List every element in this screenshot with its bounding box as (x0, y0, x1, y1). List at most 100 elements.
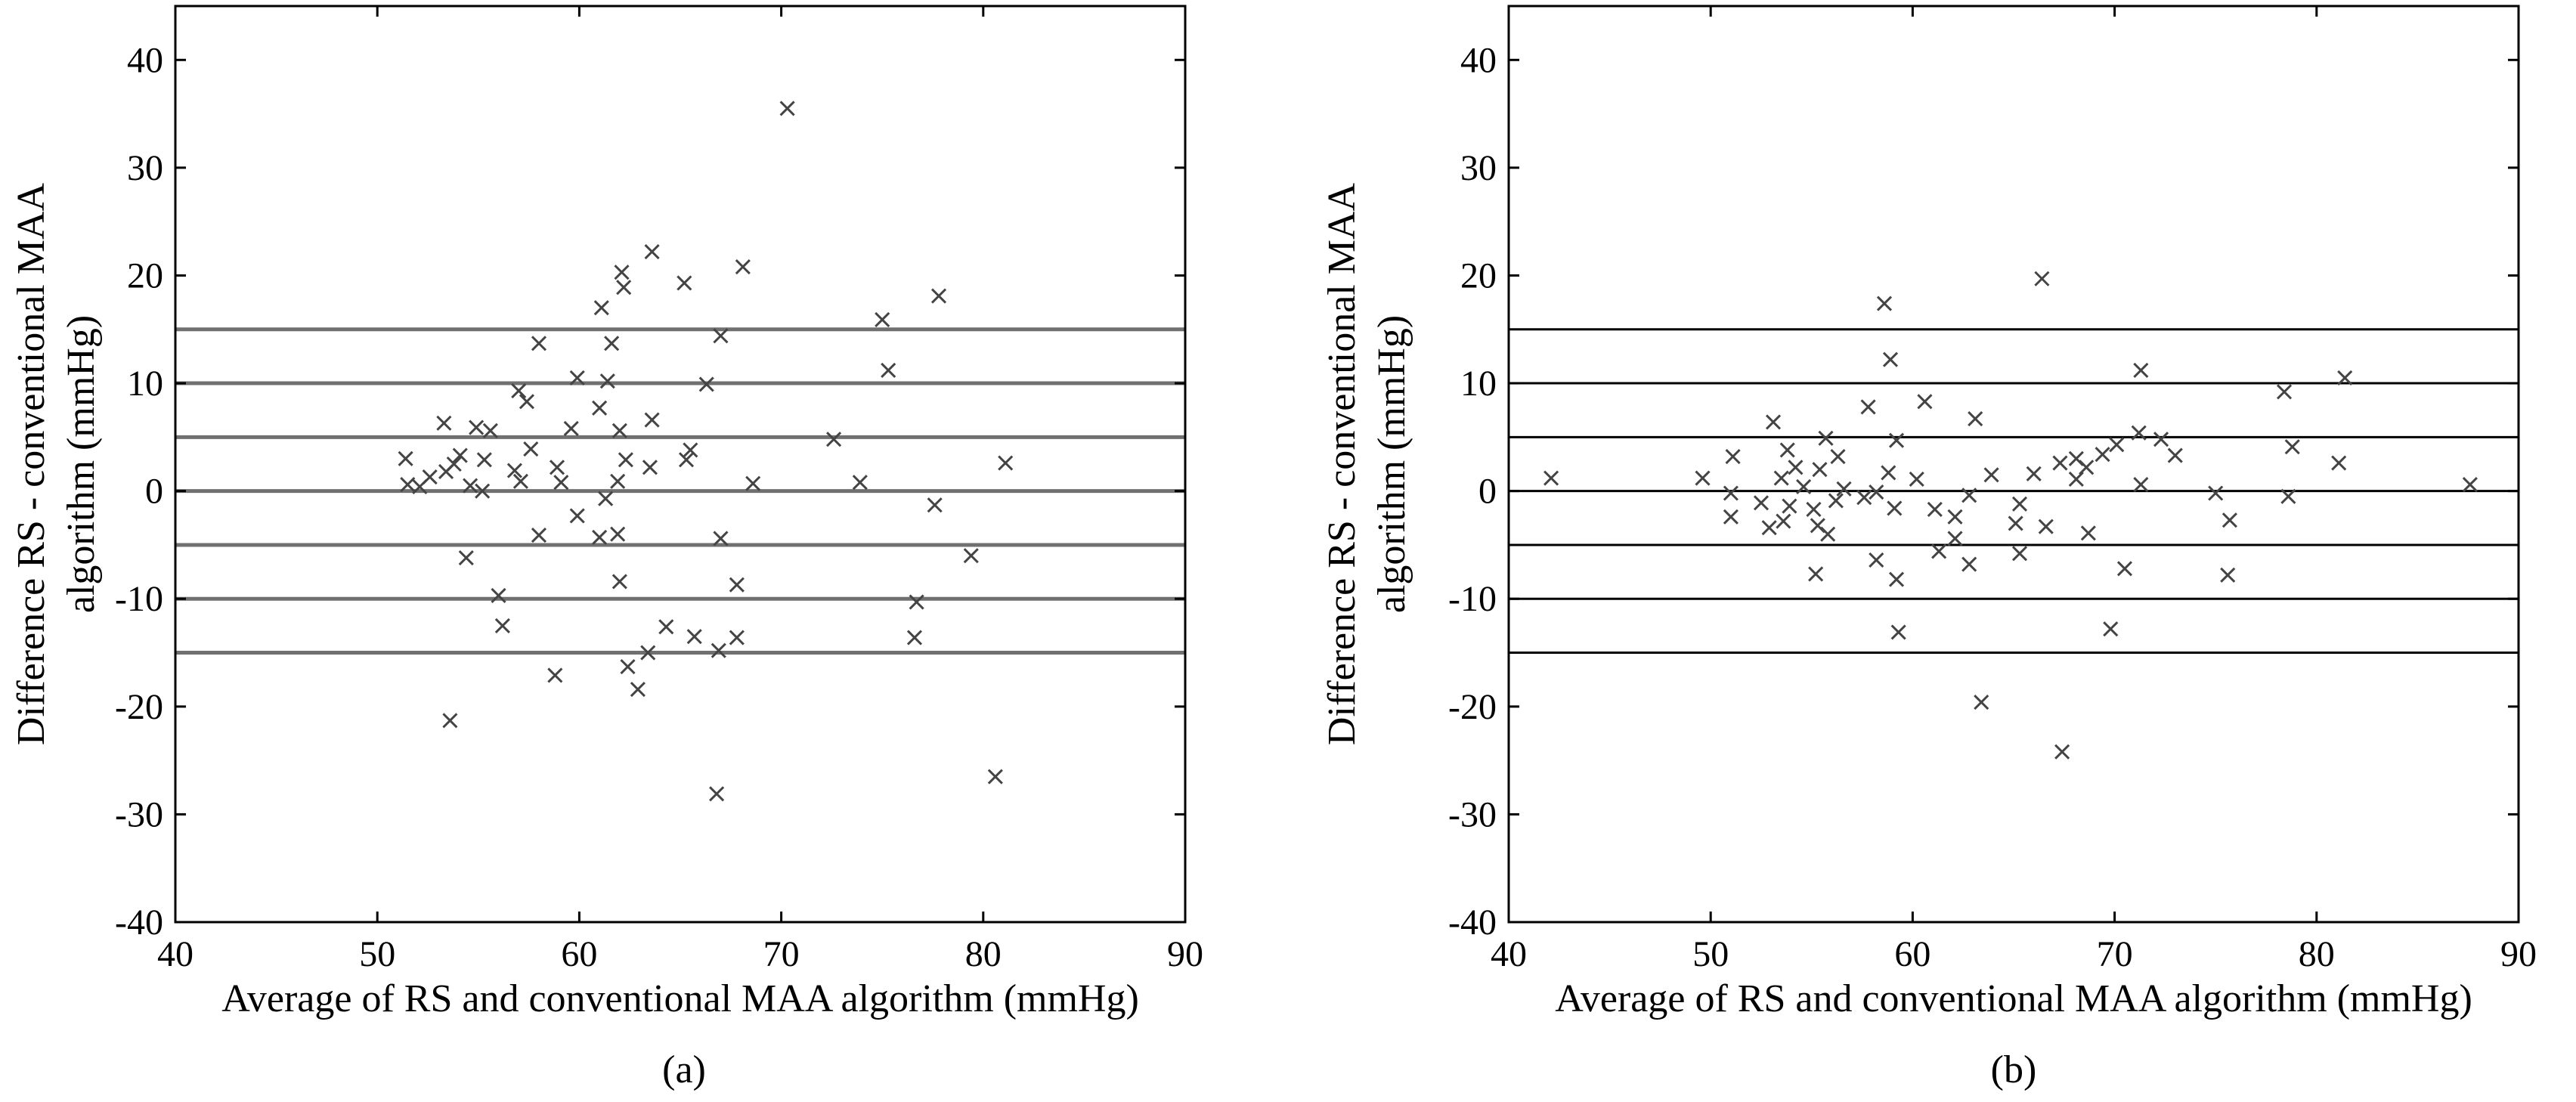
data-point (683, 442, 698, 458)
y-tick-label: 10 (127, 364, 163, 404)
data-point (1887, 500, 1903, 516)
y-tick-label: -40 (1448, 902, 1497, 943)
data-point (1968, 411, 1983, 427)
data-point (569, 370, 585, 385)
data-point (506, 463, 522, 478)
x-tick-label: 40 (1491, 934, 1527, 974)
data-point (398, 450, 413, 466)
y-tick-label: -10 (115, 579, 163, 619)
data-point (2280, 488, 2296, 504)
data-point (610, 526, 626, 542)
data-point (592, 400, 608, 416)
data-point (482, 423, 498, 438)
data-point (1818, 430, 1834, 446)
y-axis-label-line: algorithm (mmHg) (1370, 315, 1413, 613)
data-point (592, 529, 608, 546)
y-tick-label: -30 (1448, 794, 1497, 834)
data-point (1917, 394, 1933, 410)
data-point (469, 419, 485, 435)
data-point (779, 101, 795, 116)
data-point (852, 475, 868, 491)
data-point (511, 382, 527, 399)
data-point (519, 394, 534, 410)
data-point (2337, 370, 2353, 385)
data-point (2068, 471, 2084, 488)
data-point (2462, 477, 2478, 493)
data-point (1869, 484, 1884, 500)
data-point (963, 548, 979, 564)
data-point (713, 328, 729, 344)
data-point (610, 473, 626, 489)
data-point (2276, 384, 2293, 400)
data-point (2011, 546, 2028, 562)
data-point (1882, 351, 1899, 367)
data-point (491, 587, 506, 604)
data-point (1796, 478, 1812, 495)
data-point (553, 475, 569, 491)
data-point (599, 373, 615, 389)
data-point (1931, 543, 1947, 559)
data-point (1974, 695, 1989, 710)
data-point (1788, 460, 1804, 475)
x-tick-label: 70 (763, 934, 800, 974)
data-point (630, 681, 646, 698)
data-point (463, 478, 478, 494)
data-point (2103, 621, 2119, 637)
y-tick-label: -30 (115, 794, 163, 834)
y-tick-label: -20 (115, 687, 163, 727)
data-point (2008, 515, 2023, 531)
data-point (930, 288, 947, 304)
data-point (563, 420, 579, 437)
data-point (438, 463, 454, 480)
data-point (1869, 552, 1884, 568)
data-point (1860, 399, 1876, 415)
data-point (875, 311, 890, 327)
x-tick-label: 90 (1167, 934, 1203, 974)
data-point (1828, 493, 1844, 509)
data-point (1808, 566, 1824, 582)
y-axis-label-line: Difference RS - conventional MAA (1321, 182, 1364, 745)
data-point (2133, 362, 2149, 379)
data-point (2284, 439, 2300, 455)
data-point (452, 447, 468, 463)
data-point (2011, 496, 2028, 512)
data-point (2038, 518, 2054, 534)
data-point (1890, 624, 1906, 640)
data-point (644, 412, 660, 428)
y-axis-label: Difference RS - conventional MAA algorith… (1321, 182, 1413, 745)
data-point (442, 713, 458, 729)
data-point (640, 645, 656, 661)
data-point (1888, 571, 1905, 587)
y-axis-label-line: Difference RS - conventional MAA (10, 182, 53, 745)
data-point (2095, 447, 2110, 463)
data-point (698, 376, 714, 392)
data-point (1836, 481, 1852, 497)
data-point (909, 594, 924, 610)
data-point (1961, 556, 1977, 572)
data-point (1723, 485, 1738, 501)
data-point (1830, 448, 1846, 465)
data-point (618, 452, 633, 468)
data-point (611, 574, 627, 590)
data-point (531, 528, 547, 543)
y-tick-label: 20 (1460, 255, 1497, 296)
data-point (512, 473, 528, 489)
data-point (1927, 501, 1943, 517)
data-point (711, 642, 726, 658)
data-point (735, 259, 751, 275)
y-tick-label: 0 (145, 472, 163, 512)
data-point (2054, 744, 2070, 760)
data-point (1881, 465, 1896, 481)
data-point (598, 491, 614, 506)
panel-b: 40 50 60 70 80 90 -40 -30 -20 -10 0 10 20 30 40 Average… (1321, 5, 2537, 1091)
y-tick-label: 40 (127, 40, 163, 80)
data-point (1812, 462, 1828, 478)
y-tick-label: 10 (1460, 364, 1497, 404)
y-axis-label-line: algorithm (mmHg) (60, 315, 103, 613)
data-point (2220, 567, 2236, 583)
x-axis-label: Average of RS and conventional MAA algor… (1555, 977, 2472, 1020)
data-point (2026, 466, 2042, 481)
data-point (2208, 485, 2224, 501)
data-point (729, 630, 745, 645)
x-tick-label: 90 (2500, 934, 2537, 974)
